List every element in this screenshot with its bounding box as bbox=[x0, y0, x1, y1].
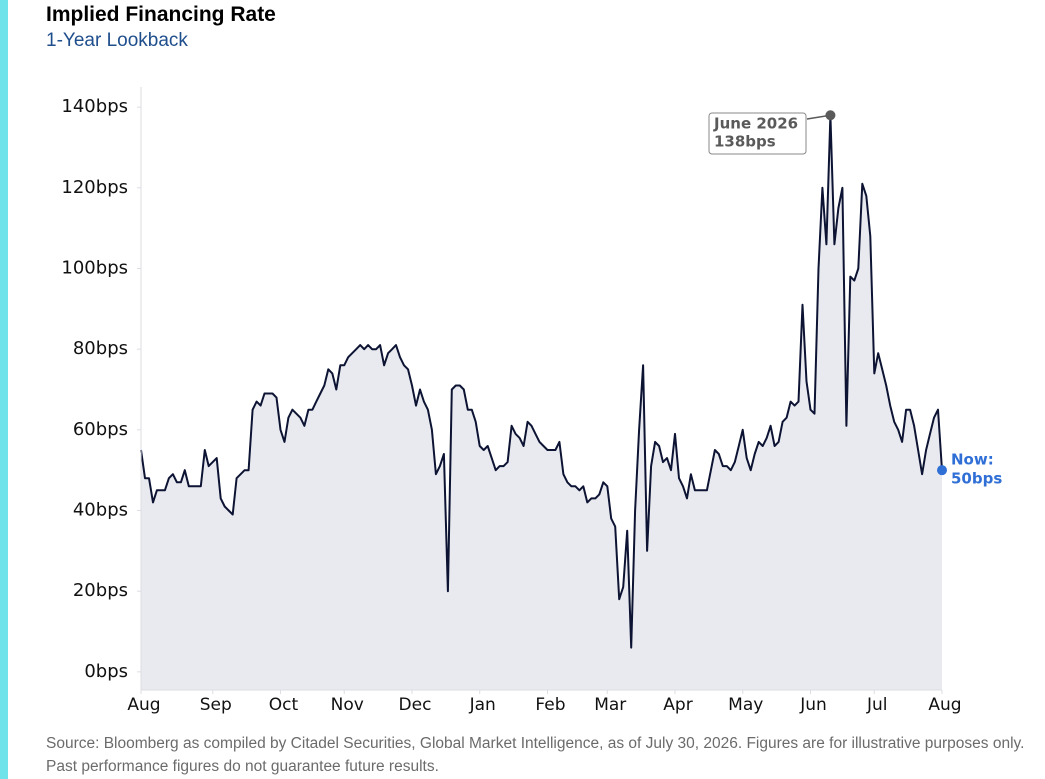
x-tick-label: May bbox=[728, 695, 763, 715]
x-tick-label: Mar bbox=[594, 695, 626, 715]
x-tick-label: Nov bbox=[331, 695, 364, 715]
x-tick-label: Sep bbox=[200, 695, 232, 715]
y-tick-label: 0bps bbox=[84, 661, 128, 682]
peak-marker bbox=[825, 110, 836, 121]
side-stripe bbox=[0, 0, 8, 779]
x-tick-label: Oct bbox=[269, 695, 299, 715]
y-tick-label: 40bps bbox=[73, 500, 128, 521]
now-title: Now: bbox=[951, 451, 994, 469]
now-marker bbox=[937, 465, 947, 476]
x-tick-label: Feb bbox=[535, 695, 565, 715]
source-note: Source: Bloomberg as compiled by Citadel… bbox=[46, 735, 1025, 775]
x-tick-label: Apr bbox=[663, 695, 692, 715]
y-tick-label: 100bps bbox=[61, 258, 128, 279]
y-tick-label: 80bps bbox=[73, 338, 128, 359]
x-tick-label: Aug bbox=[928, 695, 961, 715]
chart-subtitle: 1-Year Lookback bbox=[46, 30, 188, 51]
area-fill bbox=[141, 115, 942, 690]
x-tick-label: Dec bbox=[399, 695, 432, 715]
y-tick-label: 140bps bbox=[61, 96, 128, 117]
x-tick-label: Aug bbox=[127, 695, 160, 715]
annotation-title: June 2026 bbox=[713, 115, 798, 133]
x-tick-label: Jul bbox=[866, 695, 888, 715]
y-tick-label: 120bps bbox=[61, 177, 128, 198]
y-tick-label: 60bps bbox=[73, 419, 128, 440]
x-tick-label: Jan bbox=[469, 695, 496, 715]
annotation-value: 138bps bbox=[714, 133, 776, 151]
chart-title: Implied Financing Rate bbox=[46, 3, 276, 26]
now-value: 50bps bbox=[951, 470, 1002, 488]
y-tick-label: 20bps bbox=[73, 580, 128, 601]
line bbox=[140, 114, 943, 649]
x-tick-label: Jun bbox=[799, 695, 827, 715]
annotation-box bbox=[708, 112, 807, 155]
